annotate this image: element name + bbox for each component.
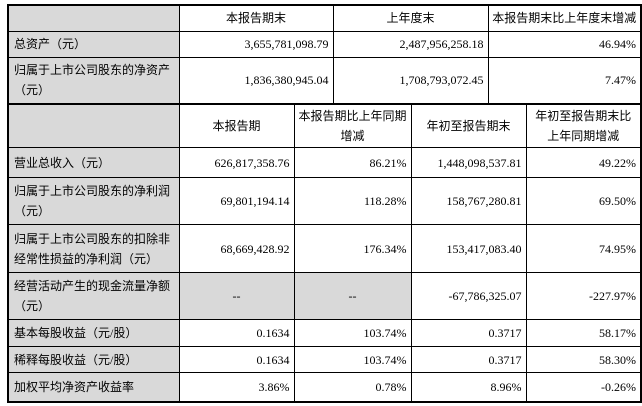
cell-value: 7.47% [487, 56, 642, 105]
header-row: 本报告期 本报告期比上年同期增减 年初至报告期末 年初至报告期末比上年同期增减 [7, 103, 642, 148]
column-header: 本报告期末比上年度末增减 [487, 4, 642, 32]
cell-value: 1,836,380,945.04 [178, 56, 334, 105]
cell-value: 153,417,083.40 [410, 224, 527, 273]
row-label: 加权平均净资产收益率 [7, 372, 180, 402]
cell-value: -227.97% [525, 272, 642, 320]
table-row: 营业总收入（元） 626,817,358.76 86.21% 1,448,098… [7, 147, 642, 178]
cell-value: 74.95% [525, 224, 642, 273]
cell-value: 0.3717 [410, 346, 527, 373]
cell-value: -67,786,325.07 [410, 272, 527, 320]
column-header: 上年度末 [332, 4, 489, 32]
table-row: 基本每股收益（元/股） 0.1634 103.74% 0.3717 58.17% [7, 319, 642, 347]
column-header: 年初至报告期末比上年同期增减 [525, 103, 642, 148]
cell-value-na: -- [178, 272, 295, 320]
cell-value: -0.26% [525, 372, 642, 402]
table-row: 归属于上市公司股东的净资产（元） 1,836,380,945.04 1,708,… [7, 56, 642, 105]
cell-value-na: -- [293, 272, 412, 320]
cell-value: 0.1634 [178, 346, 295, 373]
column-header: 本报告期 [178, 103, 295, 148]
row-label: 稀释每股收益（元/股） [7, 346, 180, 373]
cell-value: 86.21% [293, 147, 412, 178]
row-label: 归属于上市公司股东的净利润（元） [7, 177, 180, 225]
cell-value: 103.74% [293, 346, 412, 373]
column-header: 本报告期末 [178, 4, 334, 32]
cell-value: 3.86% [178, 372, 295, 402]
header-row: 本报告期末 上年度末 本报告期末比上年度末增减 [7, 4, 642, 32]
cell-value: 2,487,956,258.18 [332, 30, 489, 58]
row-label: 总资产（元） [7, 30, 180, 58]
period-end-table: 本报告期末 上年度末 本报告期末比上年度末增减 总资产（元） 3,655,781… [7, 4, 642, 105]
cell-value: 176.34% [293, 224, 412, 273]
cell-value: 626,817,358.76 [178, 147, 295, 178]
cell-value: 103.74% [293, 319, 412, 347]
cell-value: 118.28% [293, 177, 412, 225]
cell-value: 68,669,428.92 [178, 224, 295, 273]
cell-value: 0.3717 [410, 319, 527, 347]
row-label: 归属于上市公司股东的扣除非经常性损益的净利润（元） [7, 224, 180, 273]
cell-value: 1,708,793,072.45 [332, 56, 489, 105]
cell-value: 58.17% [525, 319, 642, 347]
cell-value: 69.50% [525, 177, 642, 225]
table-row: 归属于上市公司股东的扣除非经常性损益的净利润（元） 68,669,428.92 … [7, 224, 642, 273]
cell-value: 49.22% [525, 147, 642, 178]
cell-value: 46.94% [487, 30, 642, 58]
row-label: 基本每股收益（元/股） [7, 319, 180, 347]
table-row: 加权平均净资产收益率 3.86% 0.78% 8.96% -0.26% [7, 372, 642, 402]
table-row: 经营活动产生的现金流量净额（元） -- -- -67,786,325.07 -2… [7, 272, 642, 320]
column-header: 本报告期比上年同期增减 [293, 103, 412, 148]
column-header: 年初至报告期末 [410, 103, 527, 148]
cell-value: 3,655,781,098.79 [178, 30, 334, 58]
table-row: 总资产（元） 3,655,781,098.79 2,487,956,258.18… [7, 30, 642, 58]
row-label: 经营活动产生的现金流量净额（元） [7, 272, 180, 320]
table-row: 归属于上市公司股东的净利润（元） 69,801,194.14 118.28% 1… [7, 177, 642, 225]
cell-value: 0.1634 [178, 319, 295, 347]
period-table: 本报告期 本报告期比上年同期增减 年初至报告期末 年初至报告期末比上年同期增减 … [7, 103, 642, 403]
cell-value: 58.30% [525, 346, 642, 373]
cell-value: 1,448,098,537.81 [410, 147, 527, 178]
row-label: 归属于上市公司股东的净资产（元） [7, 56, 180, 105]
cell-value: 158,767,280.81 [410, 177, 527, 225]
financial-summary: 本报告期末 上年度末 本报告期末比上年度末增减 总资产（元） 3,655,781… [7, 4, 642, 403]
table-row: 稀释每股收益（元/股） 0.1634 103.74% 0.3717 58.30% [7, 346, 642, 373]
cell-value: 69,801,194.14 [178, 177, 295, 225]
cell-value: 0.78% [293, 372, 412, 402]
corner-cell [7, 4, 180, 32]
corner-cell [7, 103, 180, 148]
row-label: 营业总收入（元） [7, 147, 180, 178]
cell-value: 8.96% [410, 372, 527, 402]
